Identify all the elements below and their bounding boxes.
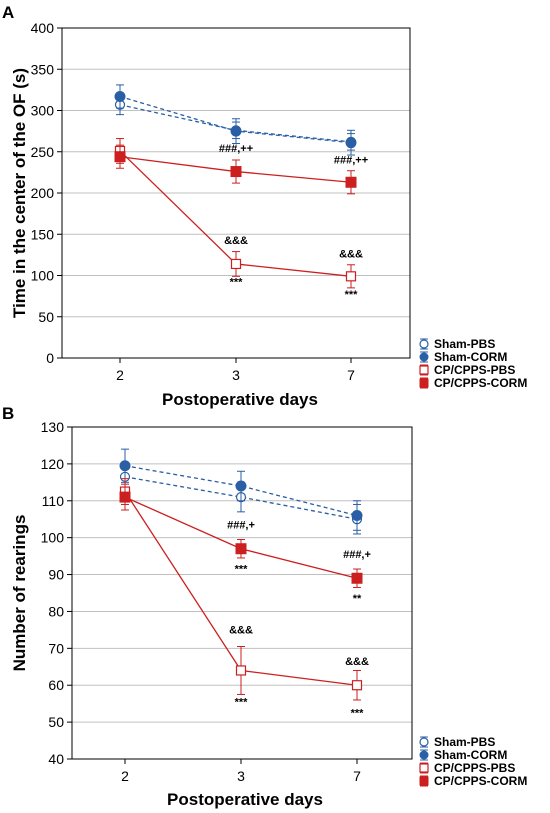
- panel-b-x-axis-title: Postoperative days: [167, 790, 323, 809]
- panel-a-y-tick-label: 200: [31, 185, 55, 201]
- panel-a-point-cp-cpps-pbs: [345, 271, 357, 282]
- panel-a-x-tick-label: 2: [116, 367, 124, 383]
- panel-a-legend-sham-corm-marker: [419, 352, 429, 362]
- panel-a-y-axis-title: Time in the center of the OF (s): [10, 68, 29, 318]
- panel-a-point-sham-corm: [230, 125, 242, 137]
- panel-a-significance-label: ***: [345, 289, 359, 301]
- panel-a-y-tick-label: 350: [31, 61, 55, 77]
- panel-a-y-tick-label: 300: [31, 103, 55, 119]
- panel-b-y-tick-label: 90: [48, 567, 64, 583]
- panel-b-x-tick-label: 3: [237, 768, 245, 784]
- panel-a-significance-label: ***: [230, 276, 244, 288]
- panel-b-series-line-sham-corm: [124, 465, 358, 517]
- panel-a-legend-cp-cpps-pbs-marker: [419, 365, 429, 375]
- panel-b-point-cp-cpps-pbs: [235, 665, 247, 676]
- panel-a-point-sham-corm: [114, 90, 126, 102]
- panel-b-y-tick-label: 110: [42, 493, 65, 509]
- panel-a-point-cp-cpps-corm: [345, 176, 357, 188]
- panel-b-significance-label: ***: [235, 697, 249, 709]
- panel-a-y-tick-label: 0: [46, 350, 54, 366]
- panel-a-point-sham-corm: [345, 137, 357, 149]
- panel-b-point-cp-cpps-corm: [119, 491, 131, 503]
- panel-b-point-sham-corm: [351, 510, 363, 522]
- panel-a-y-tick-label: 400: [31, 20, 55, 36]
- panel-a-significance-label: ###,++: [334, 154, 368, 166]
- panel-b-significance-label: ***: [235, 564, 249, 576]
- panel-b-significance-label: ###,+: [343, 549, 371, 561]
- panel-b-y-tick-label: 70: [48, 640, 64, 656]
- panel-a-point-cp-cpps-pbs: [230, 258, 242, 270]
- panel-b-significance-label: &&&: [345, 656, 369, 668]
- panel-b-point-cp-cpps-corm: [351, 572, 363, 584]
- panel-a-y-tick-label: 250: [31, 144, 55, 160]
- panel-b-legend-sham-pbs-label: Sham-PBS: [434, 735, 495, 749]
- panel-b-y-tick-label: 130: [41, 419, 65, 435]
- panel-a-x-axis-title: Postoperative days: [162, 390, 318, 409]
- panel-b-significance-label: ###,+: [227, 519, 255, 531]
- panel-b-legend-cp-cpps-pbs-marker: [419, 763, 429, 773]
- panel-b-y-tick-label: 120: [41, 456, 65, 472]
- panel-b-significance-label: &&&: [229, 625, 253, 637]
- panel-a-legend-cp-cpps-corm-marker: [419, 378, 429, 388]
- panel-b-legend-sham-corm-marker: [419, 750, 429, 760]
- panel-a-legend-cp-cpps-corm-label: CP/CPPS-CORM: [434, 376, 527, 390]
- panel-b: B Number of rearings Postoperative days …: [2, 404, 527, 809]
- panel-b-legend-sham-pbs-marker: [419, 737, 429, 747]
- panel-b-significance-label: ***: [351, 708, 365, 720]
- panel-b-y-tick-label: 60: [48, 677, 64, 693]
- panel-b-letter: B: [2, 404, 14, 423]
- panel-b-significance-label: **: [353, 593, 362, 605]
- panel-a-significance-label: &&&: [224, 235, 248, 247]
- panel-b-series-line-sham-pbs: [124, 476, 358, 520]
- panel-b-y-tick-label: 80: [48, 603, 64, 619]
- panel-a-legend-sham-pbs-marker: [419, 339, 429, 349]
- panel-b-y-tick-label: 50: [48, 714, 64, 730]
- panel-b-legend-cp-cpps-corm-label: CP/CPPS-CORM: [434, 774, 527, 788]
- panel-b-legend-cp-cpps-corm-marker: [419, 776, 429, 786]
- panel-b-plot-frame: [71, 426, 413, 760]
- panel-b-point-cp-cpps-corm: [235, 543, 247, 555]
- panel-b-y-tick-label: 40: [48, 751, 64, 767]
- panel-a-legend-sham-pbs-label: Sham-PBS: [434, 337, 495, 351]
- panel-b-y-axis-title: Number of rearings: [10, 515, 29, 672]
- panel-a-legend-cp-cpps-pbs-label: CP/CPPS-PBS: [434, 363, 515, 377]
- panel-a-point-cp-cpps-corm: [114, 151, 126, 163]
- panel-b-point-sham-corm: [119, 460, 131, 472]
- panel-b-legend-cp-cpps-pbs-label: CP/CPPS-PBS: [434, 761, 515, 775]
- panel-a-y-tick-label: 150: [31, 226, 55, 242]
- panel-b-x-tick-label: 2: [121, 768, 129, 784]
- panel-b-point-cp-cpps-pbs: [351, 680, 363, 691]
- panel-b-point-sham-corm: [235, 480, 247, 492]
- panel-b-y-tick-label: 100: [41, 530, 65, 546]
- panel-a-letter: A: [2, 3, 14, 22]
- panel-a-x-tick-label: 7: [347, 367, 355, 383]
- panel-a-y-tick-label: 100: [31, 268, 55, 284]
- panel-b-legend-sham-corm-label: Sham-CORM: [434, 748, 507, 762]
- panel-a-y-tick-label: 50: [38, 309, 54, 325]
- panel-a-x-tick-label: 3: [232, 367, 240, 383]
- panel-b-x-tick-label: 7: [353, 768, 361, 784]
- panel-a-legend-sham-corm-label: Sham-CORM: [434, 350, 507, 364]
- panel-a-point-cp-cpps-corm: [230, 166, 242, 178]
- panel-a-significance-label: ###,++: [219, 143, 253, 155]
- panel-a: A Time in the center of the OF (s) Posto…: [2, 3, 527, 409]
- panel-a-significance-label: &&&: [339, 248, 363, 260]
